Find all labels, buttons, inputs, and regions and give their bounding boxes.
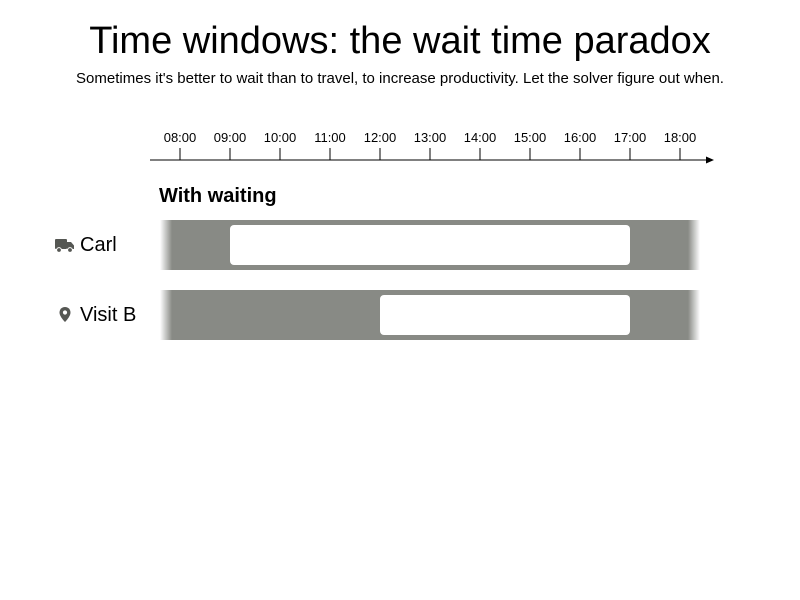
timeline-lane-visit-b [160,290,700,340]
timeline-tick-label: 17:00 [614,130,647,145]
resource-label-visit-b: Visit B [80,304,137,326]
time-window-bar-visit-b[interactable] [380,295,630,335]
timeline-tick-label: 12:00 [364,130,397,145]
timeline-tick-label: 16:00 [564,130,597,145]
map-pin-icon [56,305,78,327]
timeline-arrowhead [706,156,714,164]
timeline-tick-label: 13:00 [414,130,447,145]
page-subtitle: Sometimes it's better to wait than to tr… [76,70,724,87]
timeline-tick-label: 08:00 [164,130,197,145]
resource-label-carl: Carl [80,234,117,256]
timeline-ticks: 08:00 09:00 10:00 11:00 12:00 13:00 14:00 15:00… [164,130,697,160]
timeline-tick-label: 10:00 [264,130,297,145]
timeline-tick-label: 11:00 [314,130,346,145]
page-title: Time windows: the wait time paradox [89,20,711,62]
section-title: With waiting [159,185,277,207]
timeline-axis: 08:00 09:00 10:00 11:00 12:00 13:00 14:00 15:00… [150,130,714,164]
timeline-lane-carl [160,220,700,270]
timeline-tick-label: 15:00 [514,130,547,145]
timeline-tick-label: 14:00 [464,130,497,145]
truck-icon [54,234,76,256]
time-window-bar-carl[interactable] [230,225,630,265]
timeline-tick-label: 18:00 [664,130,697,145]
timeline-tick-label: 09:00 [214,130,247,145]
